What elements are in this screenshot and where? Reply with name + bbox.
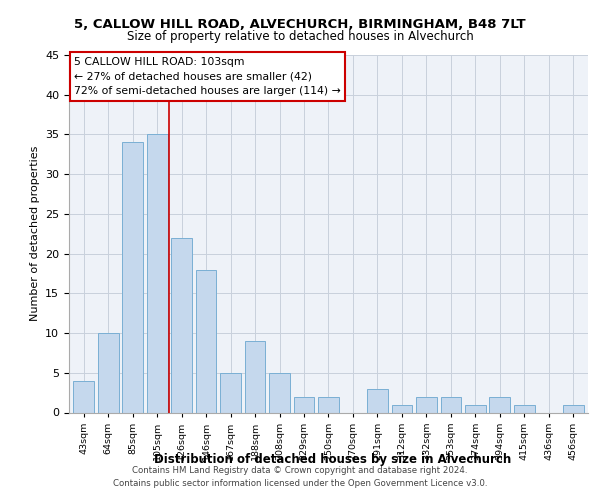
Text: Distribution of detached houses by size in Alvechurch: Distribution of detached houses by size … [154, 452, 512, 466]
Bar [122, 142, 143, 412]
Text: 5 CALLOW HILL ROAD: 103sqm
← 27% of detached houses are smaller (42)
72% of semi: 5 CALLOW HILL ROAD: 103sqm ← 27% of deta… [74, 57, 341, 96]
Bar [465, 404, 486, 412]
Bar [171, 238, 192, 412]
Bar [563, 404, 584, 412]
Bar [245, 341, 265, 412]
Bar [392, 404, 412, 412]
Bar [98, 333, 119, 412]
Bar [490, 396, 510, 412]
Bar [367, 388, 388, 412]
Bar [147, 134, 167, 412]
Bar [220, 373, 241, 412]
Text: Size of property relative to detached houses in Alvechurch: Size of property relative to detached ho… [127, 30, 473, 43]
Text: 5, CALLOW HILL ROAD, ALVECHURCH, BIRMINGHAM, B48 7LT: 5, CALLOW HILL ROAD, ALVECHURCH, BIRMING… [74, 18, 526, 30]
Bar [318, 396, 339, 412]
Text: Contains HM Land Registry data © Crown copyright and database right 2024.
Contai: Contains HM Land Registry data © Crown c… [113, 466, 487, 487]
Bar [440, 396, 461, 412]
Bar [293, 396, 314, 412]
Bar [73, 380, 94, 412]
Bar [514, 404, 535, 412]
Bar [416, 396, 437, 412]
Bar [196, 270, 217, 412]
Y-axis label: Number of detached properties: Number of detached properties [29, 146, 40, 322]
Bar [269, 373, 290, 412]
